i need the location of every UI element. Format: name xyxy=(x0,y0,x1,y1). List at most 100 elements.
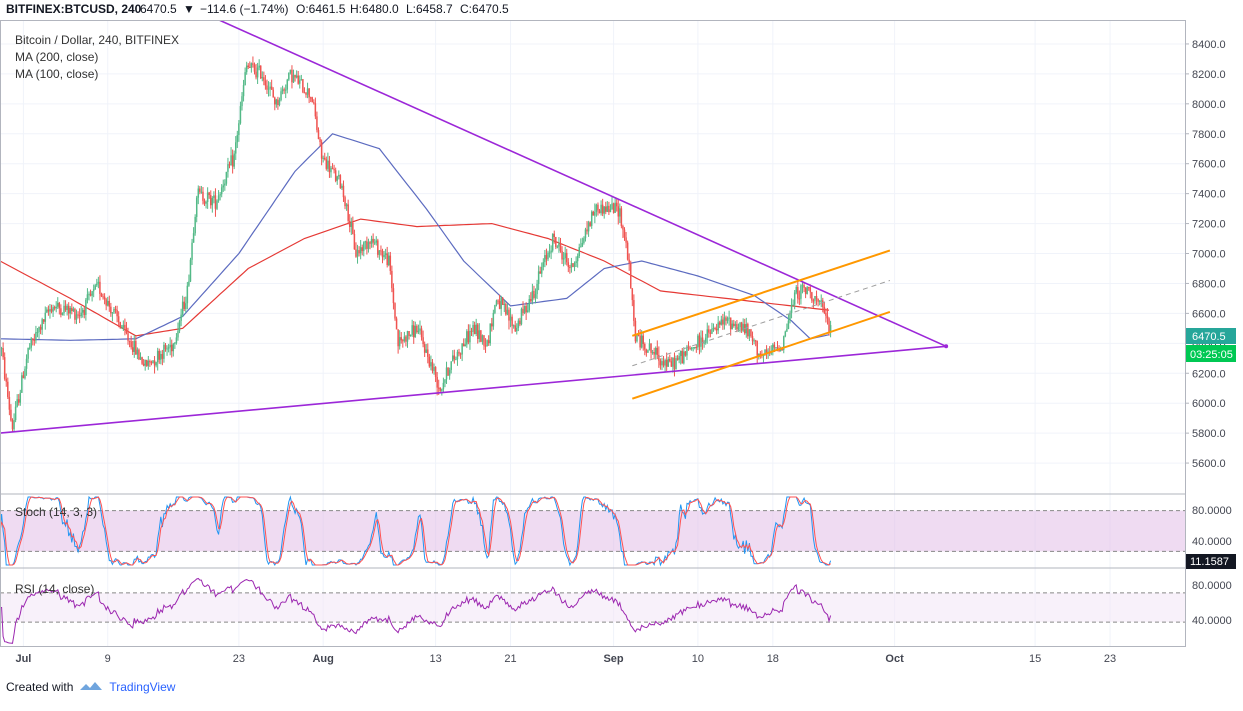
x-tick-label: Jul xyxy=(15,653,31,665)
candle-body xyxy=(275,99,278,105)
stoch-label[interactable]: Stoch (14, 3, 3) xyxy=(15,505,97,519)
candle-body xyxy=(172,343,175,352)
candle-body xyxy=(363,242,365,252)
candle-body xyxy=(299,80,301,84)
rsi-tick-upper: 80.0000 xyxy=(1192,580,1232,592)
y-tick-label: 5600.0 xyxy=(1192,458,1226,470)
candle-body xyxy=(709,332,712,334)
candle-body xyxy=(113,308,115,313)
candle-body xyxy=(313,102,315,104)
candle-body xyxy=(27,347,29,359)
candle-body xyxy=(567,262,570,268)
tradingview-link[interactable]: TradingView xyxy=(109,680,176,694)
last-price: 6470.5 xyxy=(140,2,177,16)
y-tick-label: 6600.0 xyxy=(1192,308,1226,320)
candle-body xyxy=(590,211,593,226)
legend-title[interactable]: Bitcoin / Dollar, 240, BITFINEX xyxy=(15,33,179,47)
candle-body xyxy=(505,303,507,315)
x-axis[interactable]: Jul 9 23 Aug 13 21 Sep 10 18 Oct 15 23 xyxy=(15,653,1116,665)
candle-body xyxy=(308,88,310,98)
candle-body xyxy=(403,336,406,341)
candle-body xyxy=(302,79,304,93)
candle-body xyxy=(116,309,118,317)
candle-body xyxy=(687,346,690,348)
candle-body xyxy=(105,299,107,306)
candle-body xyxy=(461,343,463,355)
candle-body xyxy=(213,195,215,198)
candle-body xyxy=(670,361,673,367)
candle-body xyxy=(138,349,140,360)
candle-body xyxy=(32,338,34,340)
triangle-apex-point xyxy=(944,344,949,349)
candle-body xyxy=(192,233,195,243)
rsi-label[interactable]: RSI (14, close) xyxy=(15,582,94,596)
candle-body xyxy=(775,347,777,349)
candle-body xyxy=(628,259,630,263)
candle-body xyxy=(472,324,474,332)
candle-body xyxy=(797,287,799,299)
stoch-pane[interactable] xyxy=(0,495,1185,567)
candle-body xyxy=(203,200,206,204)
candle-body xyxy=(384,253,387,255)
candle-body xyxy=(147,360,150,366)
candle-body xyxy=(274,97,276,105)
candle-body xyxy=(380,250,382,252)
legend-ma200[interactable]: MA (200, close) xyxy=(15,50,98,64)
candle-body xyxy=(740,322,743,331)
candle-body xyxy=(317,130,320,140)
candle-body xyxy=(7,381,9,397)
candle-body xyxy=(144,359,146,366)
candle-body xyxy=(584,229,587,239)
candle-body xyxy=(776,347,779,349)
candle-body xyxy=(520,308,523,325)
candle-body xyxy=(219,194,221,196)
candle-body xyxy=(581,242,584,247)
rsi-pane[interactable] xyxy=(0,577,1185,644)
candle-body xyxy=(353,234,356,250)
legend-ma100[interactable]: MA (100, close) xyxy=(15,67,98,81)
candle-body xyxy=(622,226,624,230)
candle-body xyxy=(355,249,357,257)
candle-body xyxy=(697,335,699,348)
candle-body xyxy=(612,203,615,213)
candle-body xyxy=(199,188,201,192)
candle-body xyxy=(167,347,170,349)
candle-body xyxy=(364,241,367,243)
candle-body xyxy=(711,328,713,334)
candle-body xyxy=(437,387,440,389)
candle-body xyxy=(428,356,431,367)
candle-body xyxy=(637,334,640,336)
candle-body xyxy=(514,325,516,332)
candle-body xyxy=(122,324,125,328)
price-pane[interactable] xyxy=(0,0,949,434)
candle-body xyxy=(764,349,766,355)
candle-body xyxy=(497,300,499,302)
candle-body xyxy=(36,332,39,334)
candle-body xyxy=(456,351,459,360)
candle-body xyxy=(330,167,332,173)
candle-body xyxy=(327,160,329,169)
candle-body xyxy=(314,103,317,117)
candle-body xyxy=(39,326,42,330)
symbol-label[interactable]: BITFINEX:BTCUSD, 240 xyxy=(6,2,142,16)
y-axis[interactable]: 8400.0 8200.0 8000.0 7800.0 7600.0 7400.0 7200… xyxy=(1185,39,1226,470)
candle-body xyxy=(35,332,37,341)
candle-body xyxy=(450,361,452,370)
candle-body xyxy=(809,287,812,293)
candle-body xyxy=(564,252,566,259)
candle-body xyxy=(381,251,384,258)
candle-body xyxy=(501,297,504,305)
candle-body xyxy=(481,335,484,342)
candle-body xyxy=(388,255,390,266)
x-tick-label: 18 xyxy=(767,653,779,665)
candle-body xyxy=(283,89,285,91)
candle-body xyxy=(30,338,32,348)
stoch-tick-upper: 80.0000 xyxy=(1192,505,1232,517)
candle-body xyxy=(814,295,816,301)
candle-body xyxy=(731,323,733,330)
candle-body xyxy=(436,376,438,388)
candle-body xyxy=(570,263,573,268)
candle-body xyxy=(559,243,562,251)
candle-body xyxy=(323,157,326,160)
